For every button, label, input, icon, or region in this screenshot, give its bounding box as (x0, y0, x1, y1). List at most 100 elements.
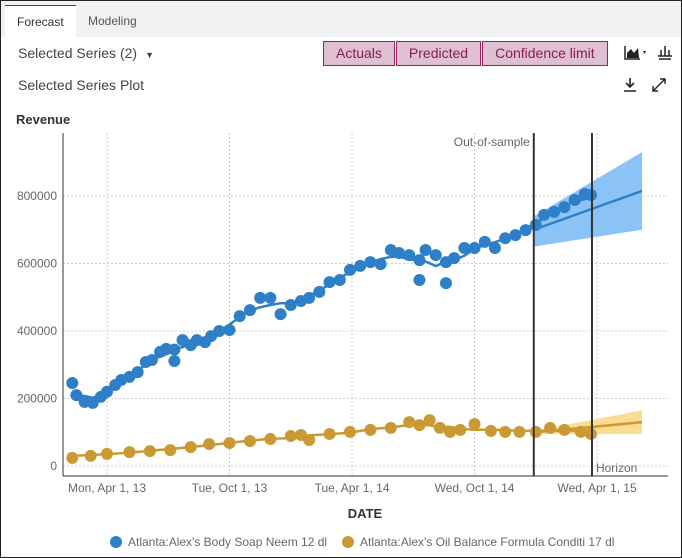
x-tick-label: Tue, Oct 1, 13 (192, 481, 268, 495)
y-tick-label: 800000 (17, 189, 57, 203)
actual-point (423, 414, 436, 427)
expand-icon[interactable] (651, 77, 667, 96)
actual-point (513, 425, 526, 438)
actual-point (558, 201, 571, 214)
actual-point (384, 421, 397, 434)
area-chart-icon[interactable] (624, 45, 650, 64)
x-tick-label: Mon, Apr 1, 13 (68, 481, 146, 495)
actual-point (343, 425, 356, 438)
actual-point (419, 244, 432, 256)
x-tick-label: Wed, Oct 1, 14 (435, 481, 515, 495)
actual-point (264, 291, 277, 304)
actual-point (145, 354, 158, 367)
actual-point (484, 424, 497, 437)
y-tick-label: 600000 (17, 257, 57, 271)
actual-point (313, 285, 326, 298)
actual-point (66, 451, 79, 464)
actual-point (519, 224, 532, 237)
y-tick-label: 0 (50, 459, 57, 473)
series-select[interactable]: Selected Series (2) ▼ (18, 45, 154, 61)
actual-point (164, 444, 177, 457)
actual-point (70, 389, 83, 402)
actual-point (458, 241, 471, 254)
actuals-toggle[interactable]: Actuals (323, 41, 395, 66)
actual-point (364, 256, 377, 269)
actual-point (584, 427, 597, 440)
predicted-line (71, 195, 592, 399)
legend-item-series-2[interactable]: Atlanta:Alex's Oil Balance Formula Condi… (342, 535, 614, 549)
actual-point (403, 416, 416, 429)
horizon-label: Horizon (596, 461, 637, 475)
actual-point (233, 310, 246, 323)
actual-point (413, 274, 426, 287)
actual-point (243, 304, 256, 317)
legend-item-series-1[interactable]: Atlanta:Alex's Body Soap Neem 12 dl (110, 535, 327, 549)
actual-point (223, 323, 236, 336)
actual-point (264, 433, 277, 445)
actual-point (143, 445, 156, 458)
actual-point (478, 235, 491, 248)
actual-point (168, 355, 181, 368)
actual-point (223, 437, 236, 450)
series-select-label: Selected Series (2) (18, 45, 138, 61)
plot-toggle-group: Actuals Predicted Confidence limit (323, 41, 609, 66)
x-tick-label: Wed, Apr 1, 15 (557, 481, 636, 495)
actual-point (184, 441, 197, 454)
actual-point (274, 308, 287, 321)
actual-point (86, 396, 99, 409)
download-icon[interactable] (623, 77, 637, 96)
forecast-line (535, 420, 643, 434)
out-of-sample-label: Out-of-sample (454, 135, 530, 149)
actual-point (101, 447, 113, 460)
chevron-down-icon: ▼ (145, 50, 154, 60)
actual-point (333, 274, 346, 287)
legend-marker-icon (110, 536, 122, 548)
actual-point (499, 232, 512, 245)
forecast-line (533, 189, 643, 231)
actual-point (468, 241, 481, 254)
predicted-toggle[interactable]: Predicted (395, 41, 482, 66)
actual-point (254, 291, 267, 304)
histogram-icon[interactable] (657, 45, 673, 64)
actual-point (488, 241, 501, 254)
actual-point (568, 194, 581, 207)
tab-modeling[interactable]: Modeling (88, 14, 137, 28)
y-tick-label: 400000 (17, 324, 57, 338)
actual-point (548, 205, 561, 218)
actual-point (448, 252, 461, 265)
actual-point (393, 247, 406, 260)
legend-label: Atlanta:Alex's Body Soap Neem 12 dl (128, 535, 328, 549)
actual-point (66, 376, 79, 389)
actual-point (537, 208, 550, 221)
tab-forecast[interactable]: Forecast (5, 5, 76, 37)
actual-point (584, 188, 597, 201)
actual-point (413, 419, 426, 432)
actual-point (433, 421, 446, 434)
x-tick-label: Tue, Apr 1, 14 (315, 481, 390, 495)
actual-point (84, 449, 97, 462)
legend-marker-icon (342, 536, 354, 548)
actual-point (284, 429, 297, 442)
actual-point (413, 254, 426, 267)
plot-title: Selected Series Plot (18, 77, 145, 93)
actual-point (123, 446, 136, 459)
actual-point (323, 427, 336, 440)
actual-point (468, 418, 481, 431)
y-tick-label: 200000 (17, 392, 57, 406)
confidence-limit-toggle[interactable]: Confidence limit (482, 41, 608, 66)
actual-point (343, 263, 356, 276)
actual-point (454, 423, 467, 436)
actual-point (499, 425, 512, 438)
tab-bar: Forecast Modeling (1, 1, 681, 37)
y-axis-label: Revenue (16, 112, 71, 127)
actual-point (374, 258, 387, 271)
actual-point (364, 423, 377, 436)
actual-point (131, 366, 144, 379)
actual-point (303, 434, 316, 447)
actual-point (168, 343, 181, 356)
actual-point (203, 438, 216, 451)
actual-point (429, 249, 442, 262)
actual-point (243, 435, 256, 448)
x-axis-label: DATE (348, 506, 383, 521)
